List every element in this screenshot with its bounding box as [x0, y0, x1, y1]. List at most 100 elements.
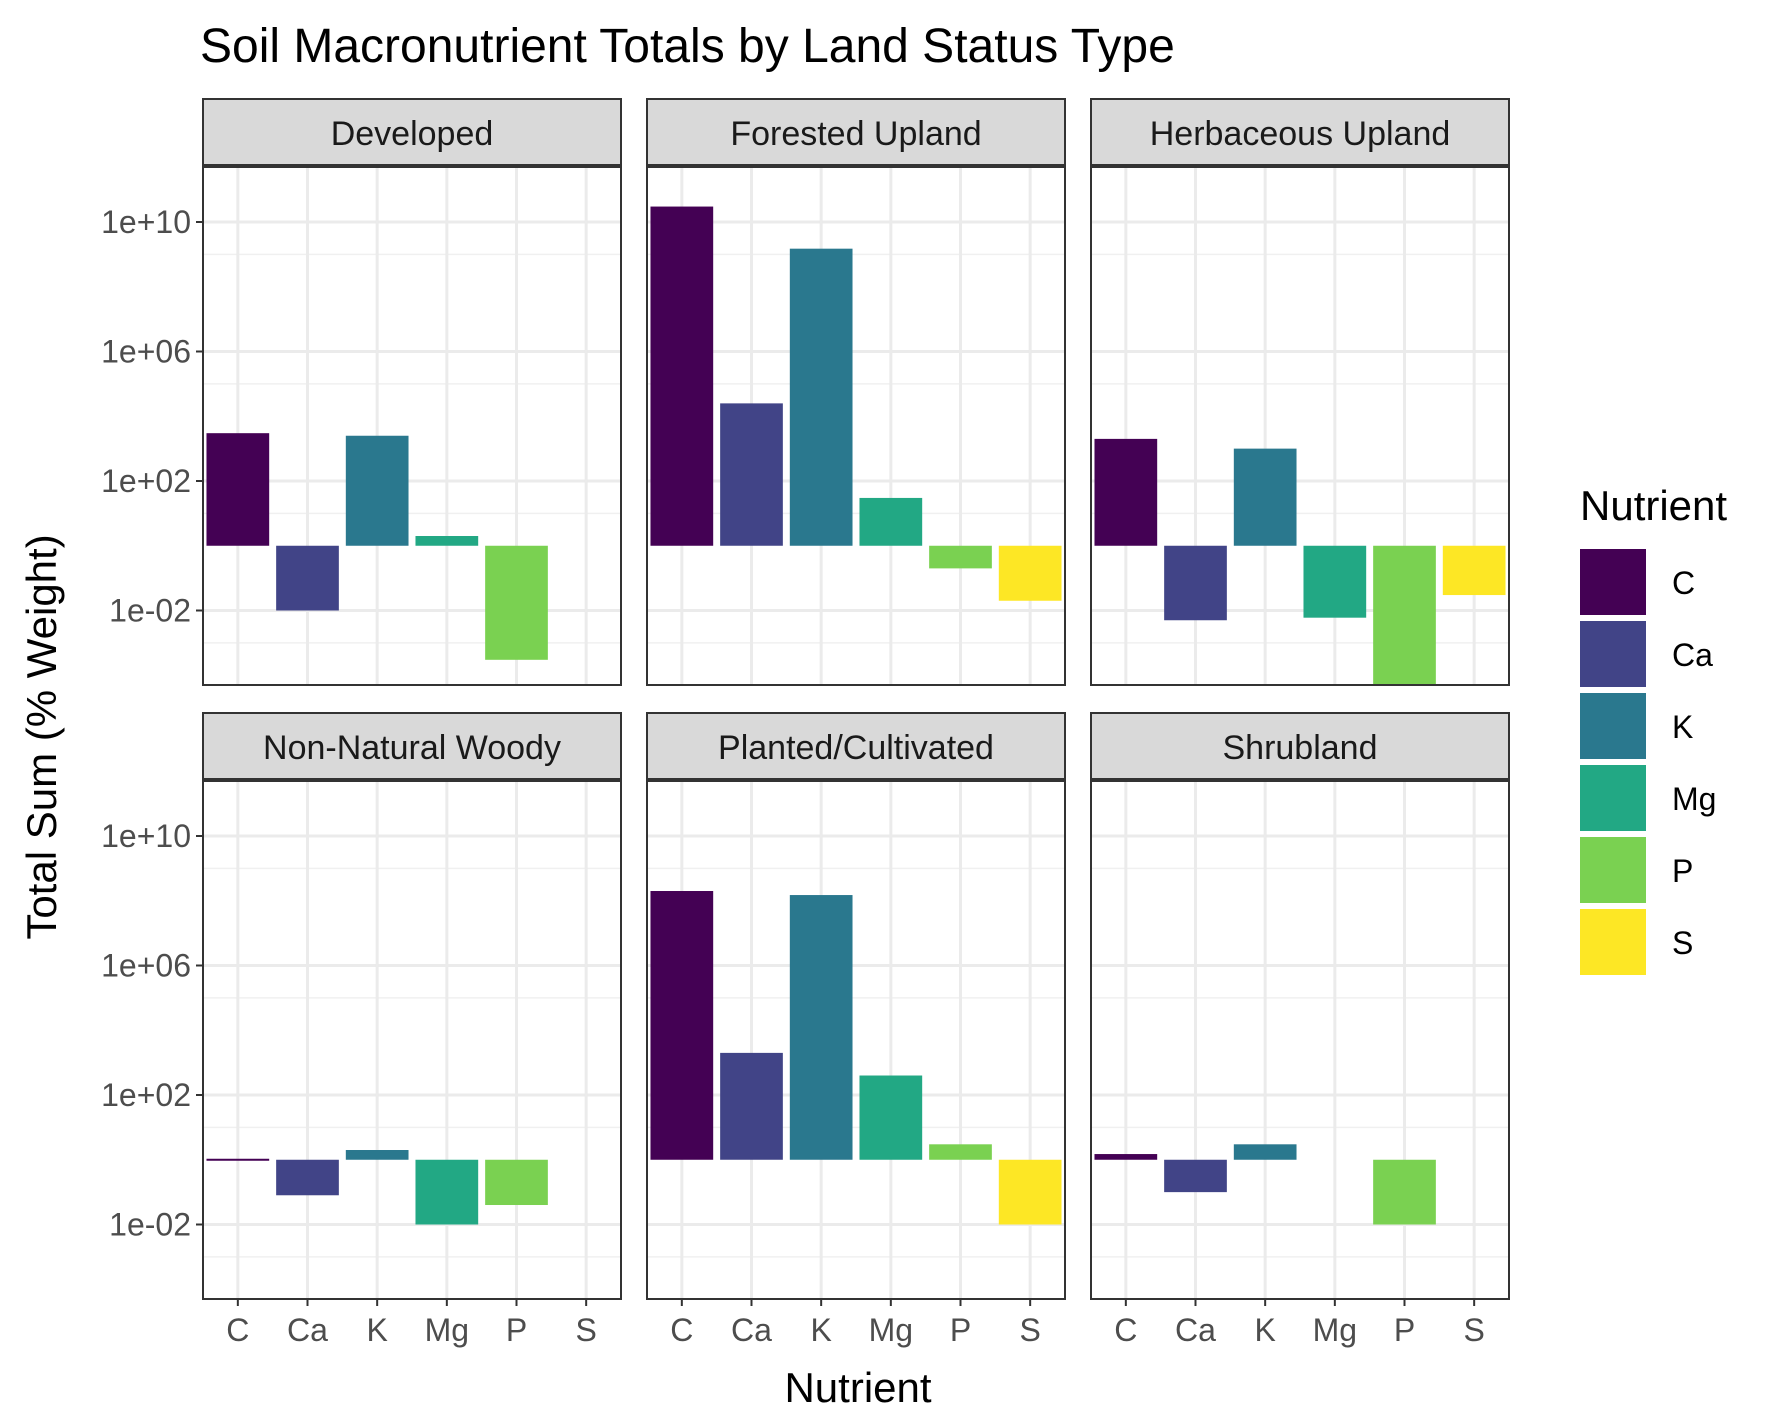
legend-key-mg	[1580, 765, 1646, 831]
facet-strip	[1090, 712, 1510, 780]
bar-herbaceous-upland-mg	[1303, 545, 1367, 618]
x-tick-label: K	[1254, 1312, 1275, 1348]
legend-title: Nutrient	[1580, 482, 1727, 529]
y-tick-label: 1e-02	[109, 1207, 191, 1243]
y-tick-label: 1e+06	[101, 948, 191, 984]
x-tick-label: P	[1394, 1312, 1415, 1348]
bar-planted-cultivated-s	[998, 1159, 1062, 1225]
bar-forested-upland-k	[789, 248, 853, 546]
facet-strip-label: Shrubland	[1222, 729, 1377, 767]
bar-non-natural-woody-p	[485, 1159, 548, 1206]
bar-planted-cultivated-k	[789, 895, 853, 1160]
facet-strip-label: Non-Natural Woody	[263, 729, 561, 767]
x-tick-label: Mg	[1313, 1312, 1357, 1348]
bar-developed-k	[345, 435, 409, 546]
y-tick-label: 1e-02	[109, 593, 191, 629]
legend-label-p: P	[1672, 853, 1693, 889]
bar-non-natural-woody-c	[206, 1158, 270, 1161]
facet-strip	[202, 98, 622, 166]
bar-forested-upland-c	[650, 206, 714, 546]
panel-background	[647, 167, 1065, 685]
bar-forested-upland-p	[929, 545, 992, 569]
panel-background	[203, 781, 621, 1299]
legend-key-p	[1580, 837, 1646, 903]
legend-label-c: C	[1672, 565, 1695, 601]
legend-label-mg: Mg	[1672, 781, 1716, 817]
bar-developed-mg	[415, 536, 479, 546]
facet-panel-forested-upland: Forested Upland	[646, 98, 1066, 686]
x-tick-label: Mg	[425, 1312, 469, 1348]
bar-shrubland-p	[1373, 1159, 1436, 1225]
panel-background	[647, 781, 1065, 1299]
bar-planted-cultivated-p	[929, 1144, 992, 1160]
bar-shrubland-c	[1094, 1154, 1158, 1160]
panel-border	[1090, 780, 1510, 1300]
panel-border	[202, 780, 622, 1300]
y-tick-label: 1e+02	[101, 1077, 191, 1113]
bar-herbaceous-upland-c	[1094, 438, 1158, 546]
bar-planted-cultivated-mg	[859, 1075, 923, 1160]
facet-strip	[646, 712, 1066, 780]
legend-label-k: K	[1672, 709, 1693, 745]
bar-non-natural-woody-ca	[276, 1159, 339, 1196]
bar-developed-c	[206, 433, 270, 546]
legend-label-s: S	[1672, 925, 1693, 961]
facet-panel-herbaceous-upland: Herbaceous Upland	[1090, 98, 1510, 686]
x-axis-title: Nutrient	[784, 1364, 931, 1411]
facet-strip	[1090, 98, 1510, 166]
panel-border	[646, 780, 1066, 1300]
facet-strip-label: Developed	[331, 115, 494, 153]
y-tick-label: 1e+10	[101, 204, 191, 240]
legend-key-c	[1580, 549, 1646, 615]
bar-non-natural-woody-k	[345, 1150, 409, 1160]
facet-panels: Developed 1e-02 1e+02 1e+06 1e+10 Forested Up…	[101, 98, 1510, 1348]
facet-strip	[646, 98, 1066, 166]
bar-planted-cultivated-ca	[720, 1052, 783, 1160]
x-tick-label: S	[1019, 1312, 1040, 1348]
bar-developed-ca	[276, 545, 339, 611]
facet-panel-developed: Developed 1e-02 1e+02 1e+06 1e+10	[101, 98, 622, 686]
facet-strip-label: Planted/Cultivated	[718, 729, 994, 767]
bar-non-natural-woody-mg	[415, 1159, 479, 1225]
x-tick-label: C	[670, 1312, 693, 1348]
bar-herbaceous-upland-ca	[1164, 545, 1227, 621]
x-tick-label: Ca	[731, 1312, 772, 1348]
x-tick-label: K	[366, 1312, 387, 1348]
facet-panel-non-natural-woody: Non-Natural Woody 1e-02 1e+02 1e+06 1e+10 C Ca…	[101, 712, 622, 1348]
x-tick-label: Mg	[869, 1312, 913, 1348]
bar-herbaceous-upland-k	[1233, 448, 1297, 546]
panel-background	[1091, 781, 1509, 1299]
facet-strip-label: Herbaceous Upland	[1150, 115, 1451, 153]
panel-background	[1091, 167, 1509, 685]
panel-background	[203, 167, 621, 685]
legend-key-ca	[1580, 621, 1646, 687]
facet-strip-label: Forested Upland	[730, 115, 981, 153]
x-tick-label: C	[226, 1312, 249, 1348]
y-tick-label: 1e+06	[101, 334, 191, 370]
bar-forested-upland-s	[998, 545, 1062, 601]
y-axis-title: Total Sum (% Weight)	[18, 534, 65, 939]
y-tick-label: 1e+10	[101, 818, 191, 854]
facet-panel-planted-cultivated: Planted/Cultivated C Ca K Mg P S	[646, 712, 1066, 1348]
bar-shrubland-ca	[1164, 1159, 1227, 1193]
x-tick-label: Ca	[1175, 1312, 1216, 1348]
legend-label-ca: Ca	[1672, 637, 1713, 673]
x-tick-label: S	[1463, 1312, 1484, 1348]
x-tick-label: Ca	[287, 1312, 328, 1348]
x-tick-label: C	[1114, 1312, 1137, 1348]
facet-strip	[202, 712, 622, 780]
bar-shrubland-k	[1233, 1144, 1297, 1160]
bar-planted-cultivated-c	[650, 891, 714, 1160]
legend: Nutrient C Ca K Mg PS	[1580, 482, 1727, 975]
chart-title: Soil Macronutrient Totals by Land Status…	[200, 20, 1175, 73]
legend-key-k	[1580, 693, 1646, 759]
panel-border	[646, 166, 1066, 686]
x-tick-label: K	[810, 1312, 831, 1348]
legend-key-s	[1580, 909, 1646, 975]
facet-panel-shrubland: Shrubland C Ca K Mg P S	[1090, 712, 1510, 1348]
panel-border	[202, 166, 622, 686]
bar-herbaceous-upland-s	[1442, 545, 1506, 596]
bar-forested-upland-mg	[859, 497, 923, 546]
y-tick-label: 1e+02	[101, 463, 191, 499]
